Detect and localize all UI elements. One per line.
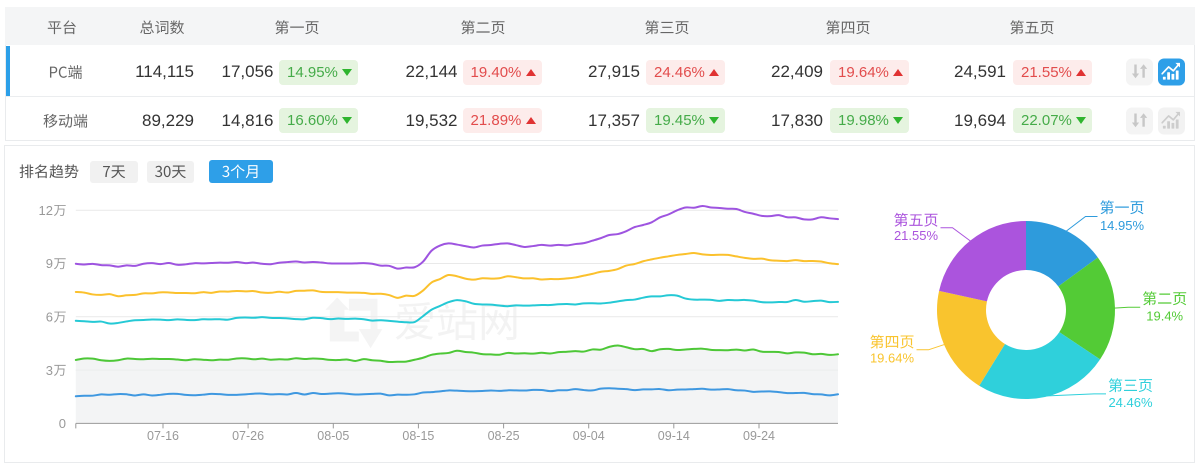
svg-text:24.46%: 24.46%: [1108, 395, 1153, 410]
svg-text:21.55%: 21.55%: [894, 228, 939, 243]
svg-text:9: 9: [46, 256, 53, 271]
svg-text:07-16: 07-16: [147, 429, 179, 443]
svg-text:12: 12: [39, 203, 53, 218]
svg-text:19.64%: 19.64%: [870, 350, 915, 365]
svg-text:6: 6: [46, 310, 53, 325]
svg-text:14.95%: 14.95%: [1100, 218, 1145, 233]
svg-text:3: 3: [46, 363, 53, 378]
svg-text:0: 0: [59, 416, 66, 431]
svg-text:09-04: 09-04: [573, 429, 605, 443]
svg-text:07-26: 07-26: [232, 429, 264, 443]
svg-text:19.4%: 19.4%: [1146, 309, 1183, 324]
svg-text:09-24: 09-24: [743, 429, 775, 443]
svg-text:09-14: 09-14: [658, 429, 690, 443]
svg-text:08-25: 08-25: [488, 429, 520, 443]
svg-text:08-05: 08-05: [317, 429, 349, 443]
svg-text:08-15: 08-15: [402, 429, 434, 443]
